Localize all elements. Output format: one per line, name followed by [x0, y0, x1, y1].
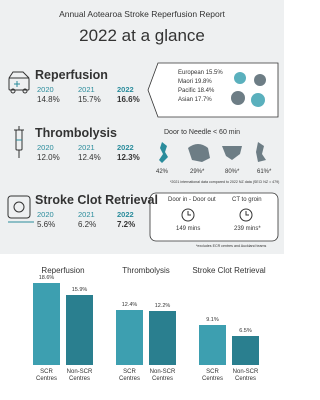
rate: 12.3%: [117, 153, 140, 162]
page: Annual Aotearoa Stroke Reperfusion Repor…: [0, 0, 284, 382]
section-title: Reperfusion: [35, 68, 108, 82]
map-label: 29%*: [190, 169, 205, 175]
breakdown-item: European 15.5%: [178, 70, 223, 76]
map-label: 42%: [156, 169, 169, 175]
category-label: SCR Centres: [118, 369, 140, 382]
scanner-icon: [7, 195, 34, 223]
bar: [232, 336, 259, 365]
ambulance-icon: [8, 71, 30, 94]
category-label: Non-SCR Centres: [232, 369, 259, 382]
map-label: 80%*: [225, 169, 240, 175]
ethnicity-breakdown: European 15.5% Maori 19.8% Pacific 18.4% As…: [178, 69, 223, 105]
year: 2021: [78, 143, 95, 152]
year: 2022: [117, 85, 134, 94]
year: 2020: [37, 210, 54, 219]
breakdown-item: Asian 17.7%: [178, 97, 212, 103]
year: 2022: [117, 210, 134, 219]
faces-icon: [231, 72, 266, 107]
year: 2020: [37, 85, 54, 94]
footnote: *excludes ECR centres and Auckland teams: [196, 244, 267, 248]
callout-title: Door to Needle < 60 min: [164, 129, 241, 136]
clock-icons: [181, 208, 253, 222]
year: 2021: [78, 210, 95, 219]
category-label: SCR Centres: [201, 369, 223, 382]
metric-box: [149, 192, 279, 242]
value-label: 12.4%: [121, 302, 138, 309]
year: 2021: [78, 85, 95, 94]
value-label: 15.9%: [71, 287, 88, 294]
chart-title: Thrombolysis: [122, 266, 170, 275]
rate: 12.4%: [78, 153, 101, 162]
value-label: 9.1%: [206, 316, 219, 323]
section-title: Stroke Clot Retrieval: [35, 193, 158, 207]
rate: 14.8%: [37, 95, 60, 104]
report-title: 2022 at a glance: [79, 26, 205, 45]
rate: 6.2%: [78, 220, 97, 229]
bar: [33, 283, 60, 365]
report-name: Annual Aotearoa Stroke Reperfusion Repor…: [59, 9, 225, 19]
value-label: 18.6%: [38, 275, 55, 282]
metric-label: CT to groin: [232, 197, 262, 203]
category-label: Non-SCR Centres: [149, 369, 176, 382]
value-label: 6.5%: [239, 328, 252, 335]
rate: 15.7%: [78, 95, 101, 104]
section-title: Thrombolysis: [35, 126, 117, 140]
rate: 16.6%: [117, 95, 140, 104]
bar: [149, 311, 176, 365]
chart-title: Stroke Clot Retrieval: [192, 266, 266, 275]
rate: 12.0%: [37, 153, 60, 162]
bar: [116, 310, 143, 365]
metric-value: 149 mins: [176, 226, 201, 232]
rate: 7.2%: [117, 220, 136, 229]
breakdown-item: Maori 19.8%: [178, 79, 212, 85]
maps: [159, 142, 266, 163]
syringe-icon: [14, 126, 24, 158]
category-label: Non-SCR Centres: [66, 369, 93, 382]
chart-title: Reperfusion: [41, 266, 85, 275]
icons: [7, 62, 279, 242]
year: 2022: [117, 143, 134, 152]
year: 2020: [37, 143, 54, 152]
rate: 5.6%: [37, 220, 56, 229]
bar: [66, 295, 93, 365]
category-label: SCR Centres: [35, 369, 57, 382]
metric-value: 239 mins*: [234, 226, 261, 232]
bar: [199, 324, 226, 365]
breakdown-item: Pacific 18.4%: [178, 88, 215, 94]
footnote: *2021 international data compared to 202…: [170, 180, 280, 184]
metric-label: Door in - Door out: [168, 197, 216, 203]
value-label: 12.2%: [154, 303, 171, 310]
map-label: 61%*: [257, 169, 272, 175]
